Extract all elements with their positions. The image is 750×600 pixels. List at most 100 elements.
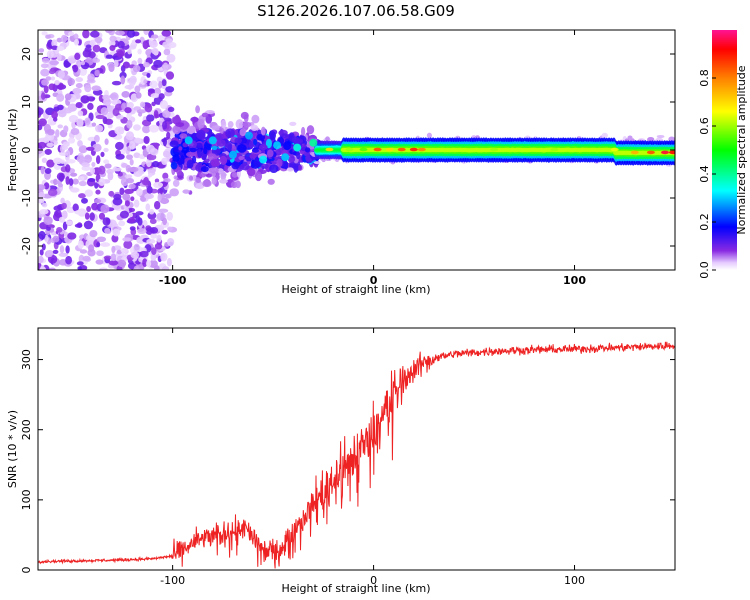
noise-cell bbox=[158, 93, 165, 100]
noise-cell bbox=[38, 230, 46, 240]
noise-cell bbox=[104, 138, 109, 145]
noise-cell bbox=[83, 154, 93, 164]
blob-cell bbox=[276, 158, 283, 168]
noise-cell bbox=[46, 250, 53, 258]
blob-cell bbox=[297, 164, 303, 171]
noise-cell bbox=[95, 155, 101, 165]
noise-cell bbox=[61, 202, 67, 210]
noise-cell bbox=[100, 242, 111, 247]
noise-cell bbox=[133, 152, 141, 159]
noise-cell bbox=[53, 205, 63, 212]
noise-cell bbox=[133, 265, 140, 270]
noise-cell bbox=[87, 244, 95, 253]
noise-cell bbox=[133, 124, 141, 131]
noise-cell bbox=[38, 137, 48, 143]
colorbar-tick-label: 0.0 bbox=[698, 261, 711, 279]
noise-cell bbox=[109, 94, 118, 99]
carrier-peak bbox=[417, 147, 426, 152]
noise-cell bbox=[74, 38, 79, 46]
blob-cell bbox=[227, 144, 232, 152]
spectrogram-image bbox=[38, 30, 675, 270]
noise-cell bbox=[58, 216, 65, 223]
blob-cell bbox=[283, 141, 292, 151]
noise-cell bbox=[48, 69, 56, 75]
blob-cell bbox=[195, 105, 200, 114]
spectrogram-y-label: Frequency (Hz) bbox=[6, 109, 19, 192]
noise-cell bbox=[135, 39, 142, 44]
noise-cell bbox=[49, 60, 60, 66]
halo-cell bbox=[627, 135, 633, 141]
blob-cell bbox=[200, 166, 209, 173]
noise-cell bbox=[85, 146, 95, 151]
noise-cell bbox=[46, 142, 54, 148]
noise-cell bbox=[62, 141, 70, 148]
blob-cell bbox=[172, 154, 180, 162]
blob-cell bbox=[231, 161, 240, 170]
blob-cell bbox=[170, 161, 178, 170]
noise-cell bbox=[59, 258, 68, 266]
noise-cell bbox=[95, 114, 106, 120]
halo-cell bbox=[325, 136, 330, 142]
blob-cell bbox=[293, 138, 304, 144]
noise-cell bbox=[135, 211, 144, 216]
noise-cell bbox=[142, 258, 148, 268]
y-tick-label: 300 bbox=[20, 349, 33, 370]
x-tick-label: -100 bbox=[159, 274, 187, 287]
noise-cell bbox=[129, 140, 136, 150]
colorbar-ticks: 0.0 0.2 0.4 0.6 0.8 bbox=[698, 69, 716, 279]
noise-cell bbox=[128, 183, 136, 190]
noise-cell bbox=[134, 85, 141, 93]
noise-cell bbox=[115, 153, 125, 160]
blob-cell bbox=[265, 138, 272, 149]
noise-cell bbox=[44, 148, 52, 155]
noise-cell bbox=[153, 109, 159, 119]
blob-cell bbox=[219, 178, 228, 184]
noise-cell bbox=[123, 240, 133, 250]
turbulence-peak bbox=[245, 131, 253, 140]
blob-cell bbox=[260, 126, 266, 136]
noise-cell bbox=[128, 77, 136, 87]
noise-cell bbox=[149, 40, 158, 48]
blob-cell bbox=[173, 175, 178, 180]
noise-cell bbox=[146, 158, 152, 168]
x-tick-label: 100 bbox=[564, 574, 585, 587]
noise-cell bbox=[98, 212, 106, 220]
blob-cell bbox=[202, 179, 212, 188]
noise-cell bbox=[149, 124, 159, 133]
noise-cell bbox=[154, 242, 163, 250]
noise-cell bbox=[98, 177, 106, 187]
blob-cell bbox=[220, 119, 227, 129]
noise-cell bbox=[70, 172, 78, 177]
noise-cell bbox=[162, 121, 168, 130]
noise-cell bbox=[84, 84, 92, 93]
noise-cell bbox=[109, 44, 116, 52]
blob-cell bbox=[270, 131, 277, 140]
turbulence-peak bbox=[281, 153, 290, 162]
halo-cell bbox=[426, 132, 432, 139]
noise-cell bbox=[61, 210, 68, 219]
noise-cell bbox=[142, 62, 151, 68]
x-tick-label: 0 bbox=[370, 574, 377, 587]
blob-cell bbox=[186, 159, 194, 169]
noise-cell bbox=[76, 118, 84, 128]
noise-cell bbox=[50, 76, 56, 81]
noise-cell bbox=[87, 102, 94, 111]
noise-cell bbox=[150, 233, 158, 239]
noise-cell bbox=[126, 178, 134, 184]
noise-cell bbox=[89, 167, 96, 175]
noise-cell bbox=[142, 40, 149, 50]
noise-cell bbox=[103, 98, 112, 106]
blob-cell bbox=[199, 173, 207, 178]
noise-cell bbox=[78, 145, 88, 154]
halo-cell bbox=[668, 136, 675, 142]
noise-cell bbox=[112, 107, 120, 117]
snr-series-line bbox=[38, 341, 675, 569]
noise-cell bbox=[57, 124, 64, 129]
snr-x-label: Height of straight line (km) bbox=[281, 582, 430, 595]
noise-cell bbox=[94, 134, 100, 143]
noise-cell bbox=[166, 131, 171, 139]
noise-cell bbox=[86, 205, 92, 213]
noise-cell bbox=[99, 267, 108, 270]
noise-cell bbox=[143, 135, 150, 145]
blob-cell bbox=[203, 146, 208, 155]
